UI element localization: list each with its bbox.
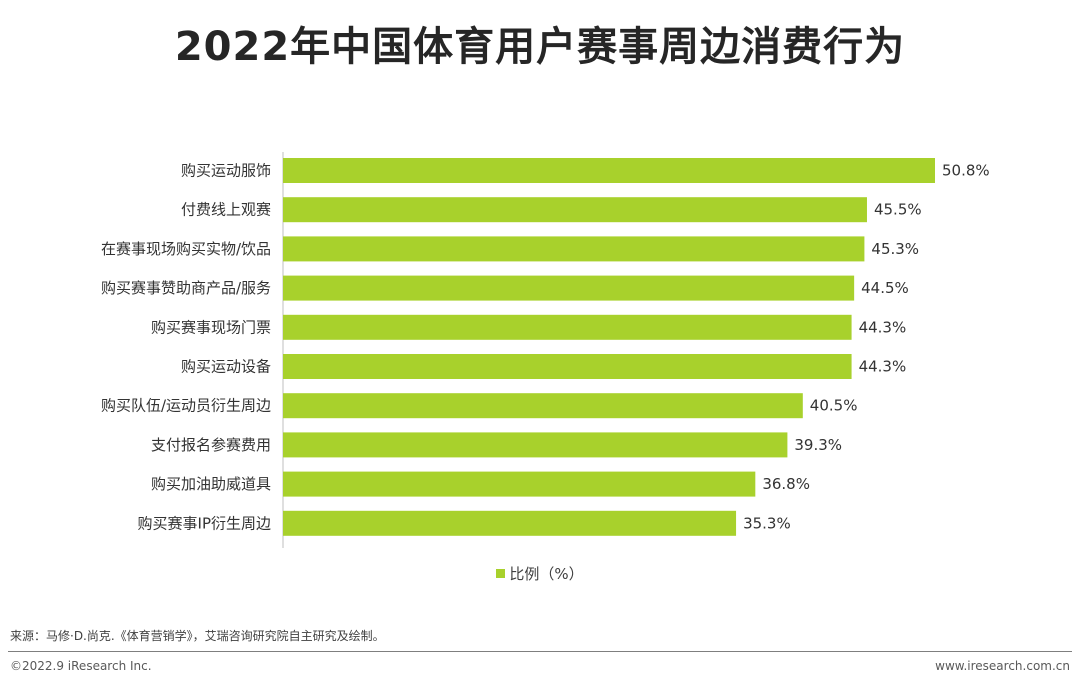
bar [283, 354, 852, 379]
bar [283, 158, 935, 183]
bar [283, 236, 865, 262]
value-label: 44.5% [861, 279, 909, 297]
category-label: 在赛事现场购买实物/饮品 [101, 240, 271, 258]
bar-chart: 购买运动服饰 50.8% 付费线上观赛 45.5% 在赛事现场购买实物/饮品 45.3% 购… [101, 152, 990, 548]
chart-title: 2022年中国体育用户赛事周边消费行为 [174, 24, 906, 70]
category-label: 购买队伍/运动员衍生周边 [101, 397, 271, 415]
category-label: 购买赛事现场门票 [151, 318, 271, 336]
category-label: 付费线上观赛 [181, 201, 271, 219]
value-label: 40.5% [810, 397, 858, 415]
copyright: ©2022.9 iResearch Inc. [10, 659, 152, 673]
legend-swatch [496, 569, 506, 578]
category-label: 购买运动设备 [181, 358, 271, 376]
legend: 比例（%） [0, 563, 1080, 584]
bar [283, 432, 788, 458]
bar [283, 275, 855, 301]
source-note: 来源：马修·D.尚克.《体育营销学》，艾瑞咨询研究院自主研究及绘制。 [10, 629, 385, 643]
value-label: 45.3% [871, 240, 919, 258]
legend-label: 比例（%） [509, 565, 584, 583]
category-label: 购买加油助威道具 [151, 475, 271, 493]
value-label: 35.3% [743, 514, 791, 532]
bar [283, 197, 867, 223]
value-label: 39.3% [794, 436, 842, 454]
category-label: 支付报名参赛费用 [151, 436, 271, 454]
bar [283, 393, 803, 419]
value-label: 44.3% [859, 318, 907, 336]
bar [283, 471, 756, 497]
category-label: 购买赛事赞助商产品/服务 [101, 279, 271, 297]
value-label: 36.8% [762, 475, 810, 493]
value-label: 44.3% [859, 358, 907, 376]
category-label: 购买运动服饰 [181, 162, 271, 180]
value-label: 45.5% [874, 201, 922, 219]
website: www.iresearch.com.cn [935, 659, 1070, 673]
bar [283, 510, 737, 536]
bar [283, 314, 852, 340]
footer-divider [8, 651, 1072, 652]
category-label: 购买赛事IP衍生周边 [138, 514, 271, 532]
value-label: 50.8% [942, 162, 990, 180]
